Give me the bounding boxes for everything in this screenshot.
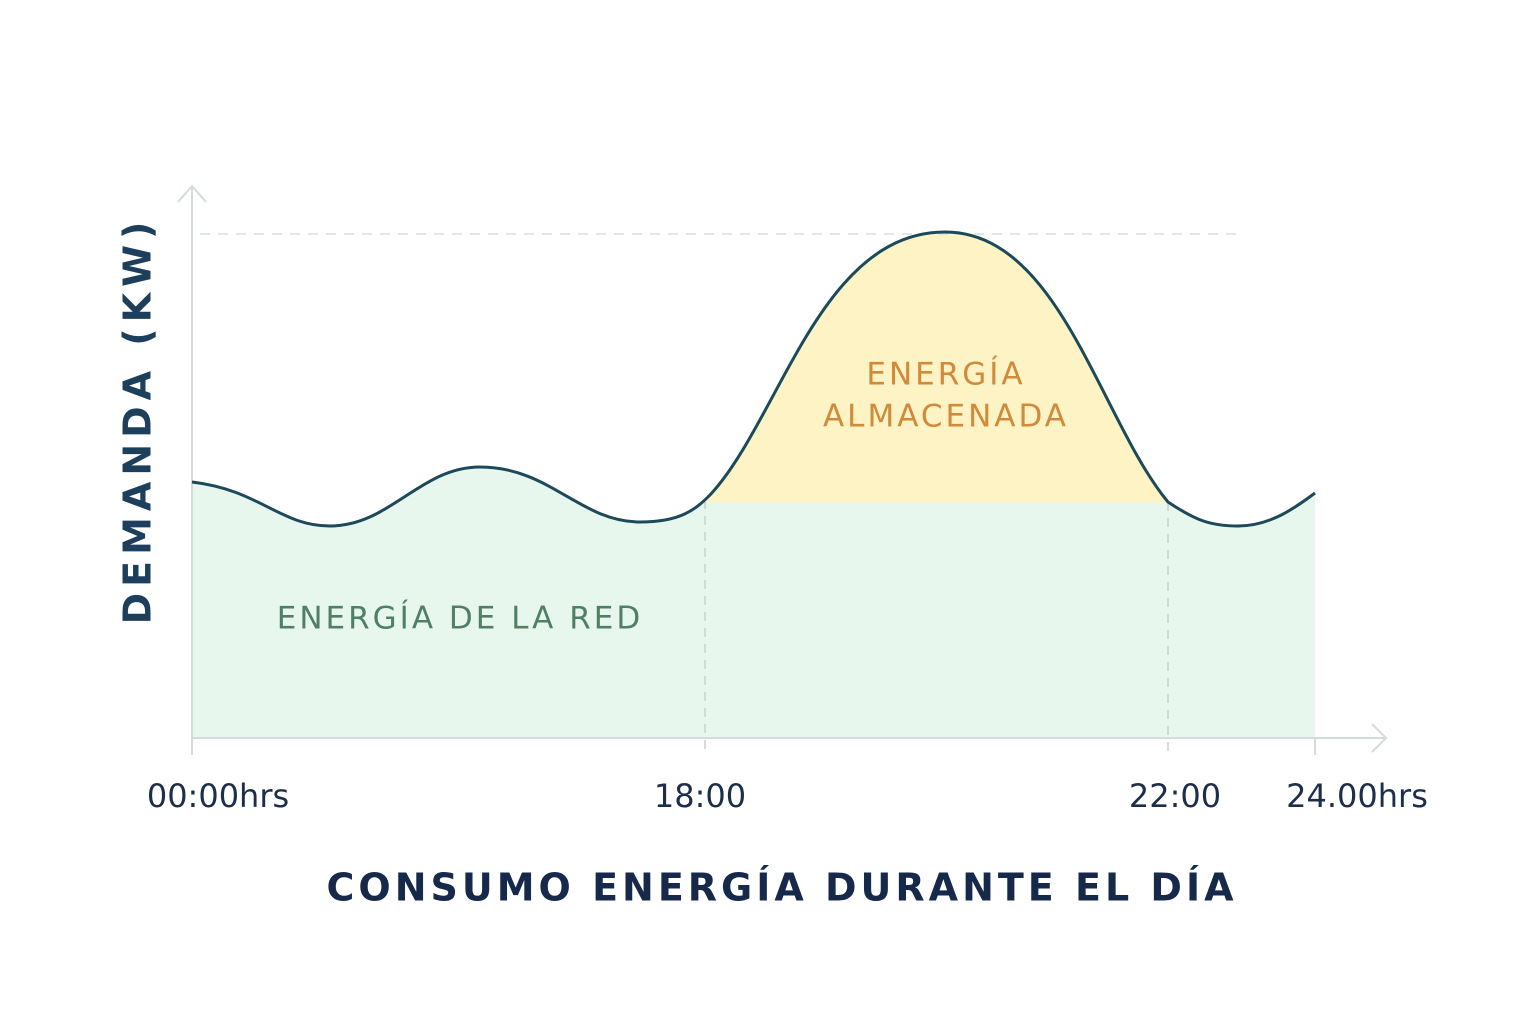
x-tick-label: 24.00hrs — [1286, 777, 1428, 815]
x-tick-label: 22:00 — [1129, 777, 1221, 815]
annotation: ENERGÍA — [866, 357, 1025, 393]
annotation: ALMACENADA — [823, 399, 1069, 435]
chart-title: CONSUMO ENERGÍA DURANTE EL DÍA — [327, 866, 1238, 910]
stored-energy-area — [705, 232, 1168, 502]
y-axis-label: DEMANDA (KW) — [116, 216, 160, 625]
demand-curve — [191, 230, 1316, 528]
x-tick-label: 00:00hrs — [147, 777, 289, 815]
x-tick-label: 18:00 — [654, 777, 746, 815]
annotation: ENERGÍA DE LA RED — [277, 601, 643, 637]
x-axis-arrow — [1371, 723, 1388, 753]
y-axis-arrow — [177, 184, 207, 203]
